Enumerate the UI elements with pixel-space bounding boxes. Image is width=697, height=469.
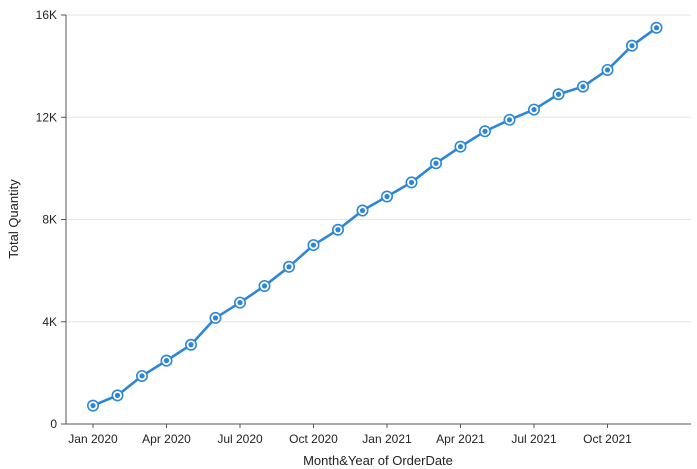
y-tick-label: 8K (42, 213, 57, 227)
y-axis-title: Total Quantity (6, 179, 21, 259)
x-tick-labels: Jan 2020 Apr 2020 Jul 2020 Oct 2020 Jan 2021… (68, 432, 632, 446)
data-point[interactable] (650, 21, 663, 34)
y-tick-label: 4K (42, 315, 57, 329)
x-tick-label: Oct 2021 (583, 432, 632, 446)
data-point-dot (286, 264, 292, 270)
series-line (91, 26, 658, 407)
data-point-dot (90, 402, 96, 409)
grid-layer (66, 14, 691, 323)
data-point[interactable] (258, 279, 271, 292)
data-point-dot (139, 373, 145, 379)
data-point-dot (506, 117, 513, 123)
x-tick-label: Jan 2021 (362, 432, 412, 446)
data-point[interactable] (307, 239, 320, 252)
data-point[interactable] (160, 354, 173, 367)
data-point-dot (604, 67, 611, 73)
data-point[interactable] (209, 311, 222, 324)
axis-layer (61, 14, 691, 428)
data-point[interactable] (503, 113, 516, 126)
data-point-dot (384, 193, 390, 200)
data-point[interactable] (527, 103, 540, 116)
data-point-dot (163, 358, 170, 364)
data-point[interactable] (380, 190, 393, 203)
y-tick-label: 12K (36, 110, 57, 124)
data-point[interactable] (625, 39, 638, 52)
data-point[interactable] (185, 338, 198, 351)
data-point-dot (335, 227, 341, 233)
data-point[interactable] (552, 88, 565, 101)
data-point-dot (580, 83, 586, 90)
data-point[interactable] (601, 63, 614, 76)
line-layer (91, 26, 658, 407)
data-point-dot (433, 160, 439, 166)
x-tick-label: Apr 2020 (142, 432, 191, 446)
data-point[interactable] (136, 369, 149, 382)
data-point-dot (188, 342, 194, 348)
data-point-dot (114, 392, 121, 398)
data-point-dot (237, 299, 243, 306)
y-tick-label: 16K (36, 8, 57, 22)
x-tick-label: Oct 2020 (289, 432, 338, 446)
y-tick-labels: 0 4K 8K 12K 16K (36, 8, 58, 431)
x-tick-label: Jul 2020 (217, 432, 263, 446)
data-point[interactable] (405, 176, 418, 189)
data-point-dot (408, 179, 415, 186)
data-point[interactable] (234, 296, 247, 309)
data-point[interactable] (87, 399, 100, 412)
data-point-dot (457, 144, 464, 150)
marker-layer (87, 21, 663, 412)
x-tick-label: Jan 2020 (68, 432, 118, 446)
y-tick-label: 0 (50, 417, 57, 431)
data-point-dot (212, 315, 219, 321)
x-tick-label: Apr 2021 (436, 432, 485, 446)
data-point-dot (482, 128, 488, 134)
data-point[interactable] (454, 140, 467, 153)
data-point[interactable] (282, 260, 295, 273)
data-point-dot (555, 91, 562, 97)
x-axis-title: Month&Year of OrderDate (303, 453, 453, 468)
data-point[interactable] (576, 80, 589, 93)
data-point-dot (261, 283, 268, 289)
data-point-dot (531, 106, 537, 113)
data-point[interactable] (478, 125, 491, 138)
data-point-dot (653, 25, 660, 31)
data-point-dot (310, 242, 317, 248)
data-point-dot (359, 207, 366, 214)
data-point[interactable] (429, 157, 442, 170)
data-point[interactable] (356, 204, 369, 217)
x-tick-label: Jul 2021 (511, 432, 557, 446)
data-point[interactable] (111, 389, 124, 402)
data-point[interactable] (331, 223, 344, 236)
data-point-dot (629, 43, 635, 49)
